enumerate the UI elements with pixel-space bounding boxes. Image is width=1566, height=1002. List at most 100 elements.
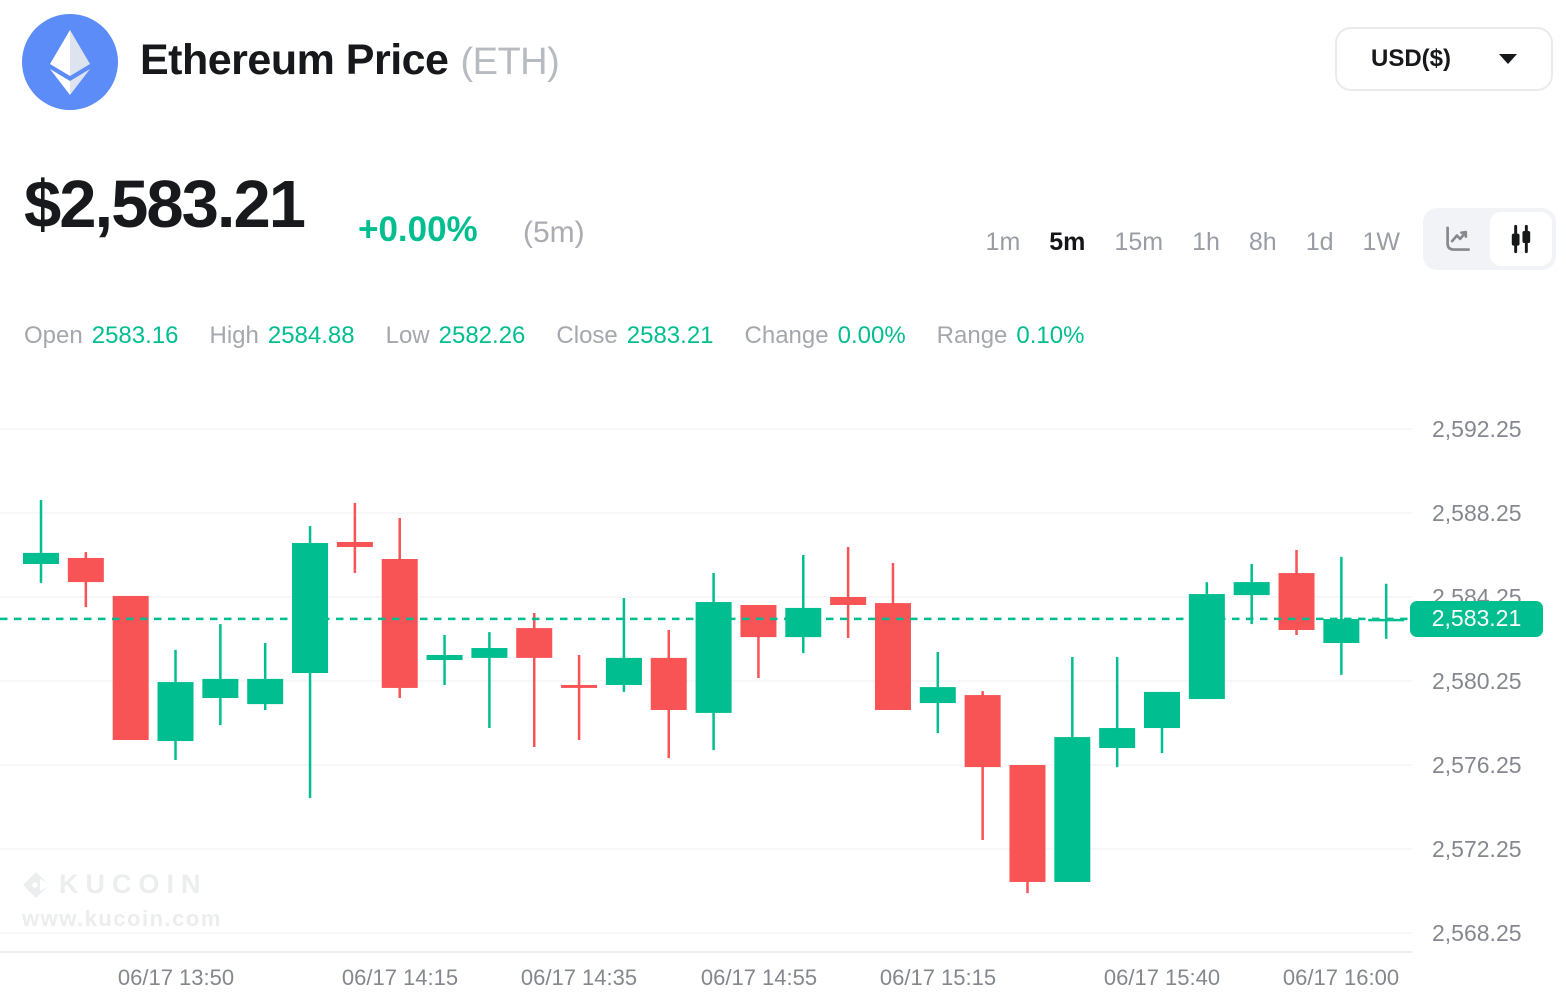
stat-label: Open — [24, 322, 83, 349]
ethereum-logo-icon — [22, 14, 118, 110]
candle[interactable] — [605, 598, 642, 692]
candle-body — [830, 597, 867, 605]
kucoin-logo-icon — [23, 871, 50, 898]
stat-value: 2583.21 — [626, 322, 714, 349]
candle-body — [964, 695, 1001, 768]
y-axis-tick: 2,576.25 — [1432, 752, 1522, 778]
candle-body — [67, 557, 104, 583]
candle-body — [1054, 737, 1091, 882]
stat-low: Low 2582.26 — [386, 322, 526, 350]
x-axis-tick: 06/17 15:40 — [1103, 965, 1221, 990]
y-axis: 2,592.25 2,588.25 2,584.25 2,580.25 2,576.25… — [1412, 400, 1566, 960]
x-axis-tick: 06/17 16:00 — [1282, 965, 1400, 990]
candle[interactable] — [1009, 765, 1046, 894]
stat-range: Range 0.10% — [937, 322, 1085, 350]
candle[interactable] — [157, 649, 194, 760]
chevron-down-icon — [1499, 54, 1517, 64]
stat-value: 2582.26 — [438, 322, 526, 349]
stat-value: 2583.16 — [91, 322, 179, 349]
stat-label: High — [209, 322, 259, 349]
candle[interactable] — [292, 526, 329, 798]
candle[interactable] — [1188, 582, 1225, 700]
y-axis-tick: 2,580.25 — [1432, 668, 1522, 694]
line-chart-icon — [1446, 226, 1471, 251]
x-axis-tick: 06/17 15:15 — [879, 965, 997, 990]
candle[interactable] — [1054, 657, 1091, 882]
candle[interactable] — [874, 562, 911, 710]
candle-body — [1323, 619, 1360, 643]
stat-value: 2584.88 — [267, 322, 355, 349]
candle[interactable] — [561, 654, 598, 741]
candle[interactable] — [1323, 556, 1360, 675]
stat-label: Range — [936, 322, 1008, 349]
candle-body — [1099, 728, 1136, 748]
y-axis-tick: 2,572.25 — [1432, 836, 1522, 862]
candle-body — [292, 543, 329, 674]
price-chart[interactable] — [0, 400, 1412, 960]
stat-value: 0.00% — [837, 322, 906, 349]
candle[interactable] — [785, 555, 822, 654]
candlestick-view-button[interactable] — [1489, 212, 1552, 266]
page-title: Ethereum Price (ETH) — [140, 36, 560, 84]
candle-body — [157, 682, 194, 742]
candle-body — [112, 595, 149, 741]
timeframe-15m[interactable]: 15m — [1114, 228, 1164, 256]
candle[interactable] — [1233, 564, 1270, 625]
timeframe-8h[interactable]: 8h — [1248, 228, 1277, 256]
candle[interactable] — [247, 642, 284, 710]
candle[interactable] — [740, 604, 777, 679]
timeframe-5m[interactable]: 5m — [1049, 228, 1086, 256]
candle-body — [785, 607, 822, 638]
candle-body — [381, 558, 418, 688]
candle[interactable] — [516, 612, 553, 747]
timeframe-1h[interactable]: 1h — [1192, 228, 1220, 256]
timeframe-1W[interactable]: 1W — [1362, 228, 1401, 256]
candle-body — [247, 678, 284, 705]
candle[interactable] — [381, 518, 418, 699]
candle-body — [426, 654, 463, 660]
candle[interactable] — [202, 624, 239, 726]
candle-body — [336, 541, 373, 548]
candlestick-chart-icon — [1511, 224, 1530, 254]
currency-dropdown-value: USD($) — [1371, 45, 1452, 72]
candle-body — [516, 628, 553, 658]
candle[interactable] — [830, 547, 867, 638]
candle[interactable] — [650, 629, 687, 759]
candle-body — [650, 657, 687, 710]
timeframe-1m[interactable]: 1m — [985, 228, 1021, 256]
timeframe-1d[interactable]: 1d — [1305, 228, 1334, 256]
candle[interactable] — [1278, 549, 1315, 636]
x-axis-tick: 06/17 14:55 — [700, 965, 818, 990]
candle[interactable] — [112, 595, 149, 741]
candle-body — [1009, 765, 1046, 882]
line-chart-view-button[interactable] — [1427, 212, 1490, 266]
candle-body — [919, 687, 956, 704]
candle[interactable] — [1099, 657, 1136, 768]
x-axis-tick: 06/17 13:50 — [117, 965, 235, 990]
candle[interactable] — [426, 635, 463, 685]
candle[interactable] — [471, 632, 508, 729]
candle-body — [1144, 691, 1180, 729]
watermark-url: www.kucoin.com — [22, 906, 222, 931]
candle[interactable] — [1368, 583, 1405, 639]
candle[interactable] — [1144, 691, 1180, 754]
candle[interactable] — [695, 573, 732, 751]
candle[interactable] — [23, 499, 59, 583]
kucoin-watermark: KUCOIN www.kucoin.com — [22, 869, 222, 932]
candle[interactable] — [67, 552, 104, 608]
current-price: $2,583.21 — [24, 167, 306, 242]
candle-body — [1278, 573, 1315, 630]
ohlc-stats-row: Open 2583.16 High 2584.88 Low 2582.26 Close 258… — [24, 322, 1084, 350]
y-axis-tick: 2,592.25 — [1432, 416, 1522, 442]
candle[interactable] — [919, 652, 956, 734]
candle[interactable] — [964, 691, 1001, 840]
candle[interactable] — [336, 502, 373, 574]
price-change-percent: +0.00% — [358, 210, 478, 249]
currency-dropdown[interactable]: USD($) — [1335, 27, 1553, 91]
candle-body — [471, 648, 508, 658]
y-axis-tick: 2,568.25 — [1432, 920, 1522, 946]
x-axis: 06/17 13:50 06/17 14:15 06/17 14:35 06/17 1… — [0, 960, 1412, 996]
candle-body — [605, 657, 642, 685]
timeframe-group: 1m 5m 15m 1h 8h 1d 1W — [960, 228, 1400, 257]
